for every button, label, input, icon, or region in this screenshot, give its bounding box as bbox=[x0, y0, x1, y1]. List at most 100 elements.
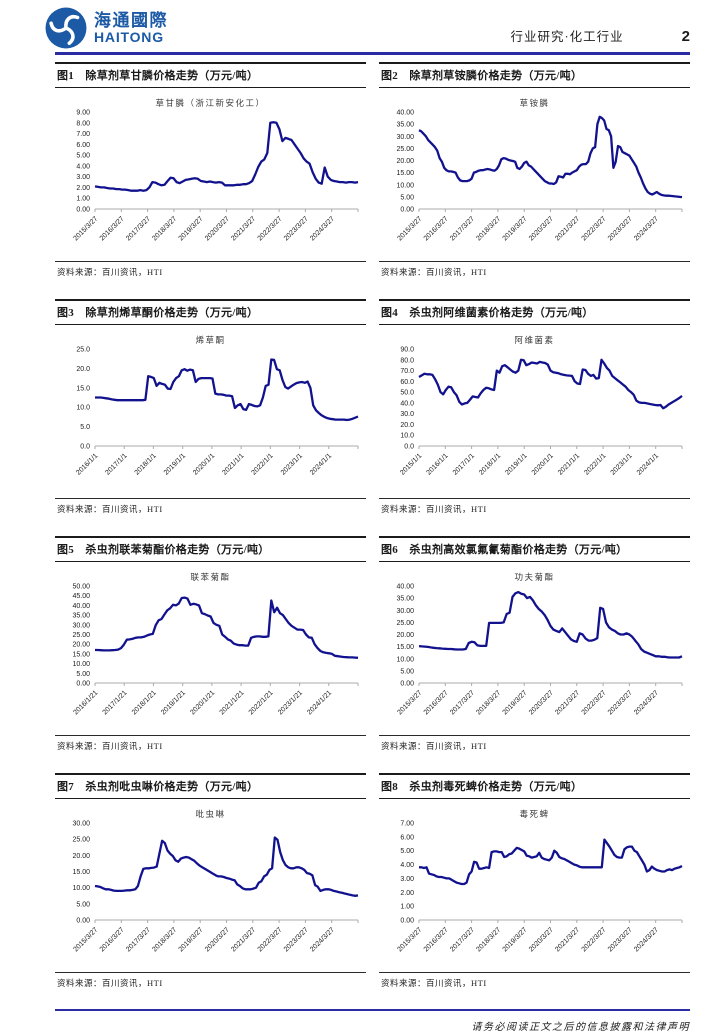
svg-text:10.00: 10.00 bbox=[396, 182, 414, 189]
svg-text:40.00: 40.00 bbox=[396, 584, 414, 591]
svg-text:50.0: 50.0 bbox=[400, 390, 414, 397]
chart-panel-fig7: 图7 杀虫剂吡虫啉价格走势（万元/吨） 吡虫啉 30.00 25.00 20.00 1… bbox=[55, 773, 366, 989]
svg-text:2019/1/1: 2019/1/1 bbox=[163, 452, 187, 476]
svg-text:2022/1/1: 2022/1/1 bbox=[583, 452, 607, 476]
svg-text:5.00: 5.00 bbox=[400, 668, 414, 675]
svg-text:20.00: 20.00 bbox=[72, 853, 90, 860]
svg-text:25.00: 25.00 bbox=[396, 146, 414, 153]
svg-text:3.00: 3.00 bbox=[76, 174, 90, 181]
svg-text:2017/3/27: 2017/3/27 bbox=[449, 926, 476, 953]
chart-panel-fig8: 图8 杀虫剂毒死蜱价格走势（万元/吨） 毒死蜱 7.00 6.00 5.00 4.00… bbox=[379, 773, 690, 989]
svg-text:2018/1/1: 2018/1/1 bbox=[478, 452, 502, 476]
source-note: 资料来源：百川资讯，HTI bbox=[55, 735, 366, 752]
series-title: 烯草酮 bbox=[195, 335, 226, 345]
svg-text:5.00: 5.00 bbox=[76, 901, 90, 908]
svg-text:10.00: 10.00 bbox=[72, 885, 90, 892]
svg-text:2017/1/1: 2017/1/1 bbox=[452, 452, 476, 476]
logo-text: 海通國際 HAITONG bbox=[94, 10, 168, 45]
figure-title: 图1 除草剂草甘膦价格走势（万元/吨） bbox=[55, 62, 366, 88]
svg-text:30.00: 30.00 bbox=[72, 821, 90, 828]
svg-text:9.00: 9.00 bbox=[76, 110, 90, 117]
report-section-label: 行业研究·化工行业 bbox=[510, 30, 624, 44]
line-chart: 50.00 45.00 40.00 35.00 30.00 25.00 20.00 15.00… bbox=[55, 583, 366, 735]
svg-text:2021/3/27: 2021/3/27 bbox=[230, 926, 257, 953]
svg-text:2020/3/27: 2020/3/27 bbox=[204, 926, 231, 953]
svg-text:2023/1/1: 2023/1/1 bbox=[610, 452, 634, 476]
svg-text:2020/1/21: 2020/1/21 bbox=[189, 689, 216, 716]
svg-text:2022/3/27: 2022/3/27 bbox=[257, 926, 284, 953]
svg-text:2016/3/27: 2016/3/27 bbox=[99, 215, 126, 242]
svg-text:15.00: 15.00 bbox=[396, 644, 414, 651]
svg-text:60.0: 60.0 bbox=[400, 379, 414, 386]
svg-text:2015/1/1: 2015/1/1 bbox=[399, 452, 423, 476]
svg-text:2023/3/27: 2023/3/27 bbox=[283, 926, 310, 953]
svg-text:0.00: 0.00 bbox=[400, 918, 414, 925]
chart-panel-fig2: 图2 除草剂草铵膦价格走势（万元/吨） 草铵膦 40.00 35.00 30.00 2… bbox=[379, 62, 690, 278]
svg-text:30.0: 30.0 bbox=[400, 411, 414, 418]
svg-text:2016/1/1: 2016/1/1 bbox=[425, 452, 449, 476]
svg-text:2023/3/27: 2023/3/27 bbox=[607, 215, 634, 242]
svg-text:2015/3/27: 2015/3/27 bbox=[396, 689, 423, 716]
svg-text:2016/3/27: 2016/3/27 bbox=[423, 689, 450, 716]
svg-text:2019/3/27: 2019/3/27 bbox=[502, 215, 529, 242]
line-chart: 25.0 20.0 15.0 10.0 5.0 0.0 2016/1/1 2017/1/1 20… bbox=[55, 346, 366, 498]
chart-panel-fig3: 图3 除草剂烯草酮价格走势（万元/吨） 烯草酮 25.0 20.0 15.0 10.0… bbox=[55, 299, 366, 515]
logo-chinese-name: 海通國際 bbox=[94, 10, 168, 30]
svg-text:2019/3/27: 2019/3/27 bbox=[178, 926, 205, 953]
svg-text:2022/3/27: 2022/3/27 bbox=[581, 215, 608, 242]
svg-text:2016/3/27: 2016/3/27 bbox=[99, 926, 126, 953]
figure-title: 图5 杀虫剂联苯菊酯价格走势（万元/吨） bbox=[55, 536, 366, 562]
svg-text:2016/3/27: 2016/3/27 bbox=[423, 926, 450, 953]
svg-text:2019/1/21: 2019/1/21 bbox=[160, 689, 187, 716]
chart-panel-fig6: 图6 杀虫剂高效氯氟氰菊酯价格走势（万元/吨） 功夫菊酯 40.00 35.00 3… bbox=[379, 536, 690, 752]
svg-text:3.00: 3.00 bbox=[400, 876, 414, 883]
source-note: 资料来源：百川资讯，HTI bbox=[55, 498, 366, 515]
svg-text:6.00: 6.00 bbox=[76, 142, 90, 149]
svg-text:0.0: 0.0 bbox=[404, 444, 414, 451]
svg-text:7.00: 7.00 bbox=[400, 821, 414, 828]
svg-text:2021/3/27: 2021/3/27 bbox=[554, 689, 581, 716]
source-note: 资料来源：百川资讯，HTI bbox=[55, 972, 366, 989]
svg-text:5.00: 5.00 bbox=[400, 194, 414, 201]
svg-text:15.00: 15.00 bbox=[72, 651, 90, 658]
source-note: 资料来源：百川资讯，HTI bbox=[379, 735, 690, 752]
svg-text:2017/1/1: 2017/1/1 bbox=[104, 452, 128, 476]
svg-text:2022/1/21: 2022/1/21 bbox=[248, 689, 275, 716]
page-footer: 请务必阅读正文之后的信息披露和法律声明 bbox=[55, 1009, 690, 1033]
svg-text:2018/1/1: 2018/1/1 bbox=[134, 452, 158, 476]
svg-text:40.00: 40.00 bbox=[396, 110, 414, 117]
svg-text:2020/3/27: 2020/3/27 bbox=[528, 689, 555, 716]
svg-text:10.0: 10.0 bbox=[76, 405, 90, 412]
svg-text:10.00: 10.00 bbox=[396, 656, 414, 663]
line-chart: 9.00 8.00 7.00 6.00 5.00 4.00 3.00 2.00 1.00 0.00… bbox=[55, 109, 366, 261]
svg-text:2021/1/21: 2021/1/21 bbox=[219, 689, 246, 716]
svg-text:2024/1/1: 2024/1/1 bbox=[309, 452, 333, 476]
svg-text:2018/3/27: 2018/3/27 bbox=[151, 926, 178, 953]
svg-text:15.0: 15.0 bbox=[76, 385, 90, 392]
figure-title: 图4 杀虫剂阿维菌素价格走势（万元/吨） bbox=[379, 299, 690, 325]
line-chart: 7.00 6.00 5.00 4.00 3.00 2.00 1.00 0.00 2015/3/2… bbox=[379, 820, 690, 972]
disclaimer-text: 请务必阅读正文之后的信息披露和法律声明 bbox=[471, 1022, 690, 1033]
svg-text:2017/3/27: 2017/3/27 bbox=[449, 689, 476, 716]
svg-text:0.00: 0.00 bbox=[400, 207, 414, 214]
svg-text:2024/3/27: 2024/3/27 bbox=[309, 926, 336, 953]
svg-text:2024/1/1: 2024/1/1 bbox=[636, 452, 660, 476]
svg-text:2018/3/27: 2018/3/27 bbox=[475, 926, 502, 953]
svg-text:2018/3/27: 2018/3/27 bbox=[475, 689, 502, 716]
svg-text:2015/3/27: 2015/3/27 bbox=[72, 215, 99, 242]
svg-text:2021/3/27: 2021/3/27 bbox=[554, 926, 581, 953]
svg-text:30.00: 30.00 bbox=[396, 608, 414, 615]
svg-text:20.0: 20.0 bbox=[76, 366, 90, 373]
svg-text:30.00: 30.00 bbox=[72, 622, 90, 629]
svg-text:35.00: 35.00 bbox=[72, 613, 90, 620]
svg-text:2.00: 2.00 bbox=[76, 185, 90, 192]
svg-text:1.00: 1.00 bbox=[400, 904, 414, 911]
svg-text:0.00: 0.00 bbox=[76, 918, 90, 925]
svg-text:2019/1/1: 2019/1/1 bbox=[504, 452, 528, 476]
svg-text:2017/3/27: 2017/3/27 bbox=[449, 215, 476, 242]
series-title: 草甘膦（浙江新安化工） bbox=[155, 98, 266, 108]
source-note: 资料来源：百川资讯，HTI bbox=[55, 261, 366, 278]
header-rule bbox=[55, 52, 690, 55]
haitong-logo: 海通國際 HAITONG bbox=[45, 7, 168, 49]
